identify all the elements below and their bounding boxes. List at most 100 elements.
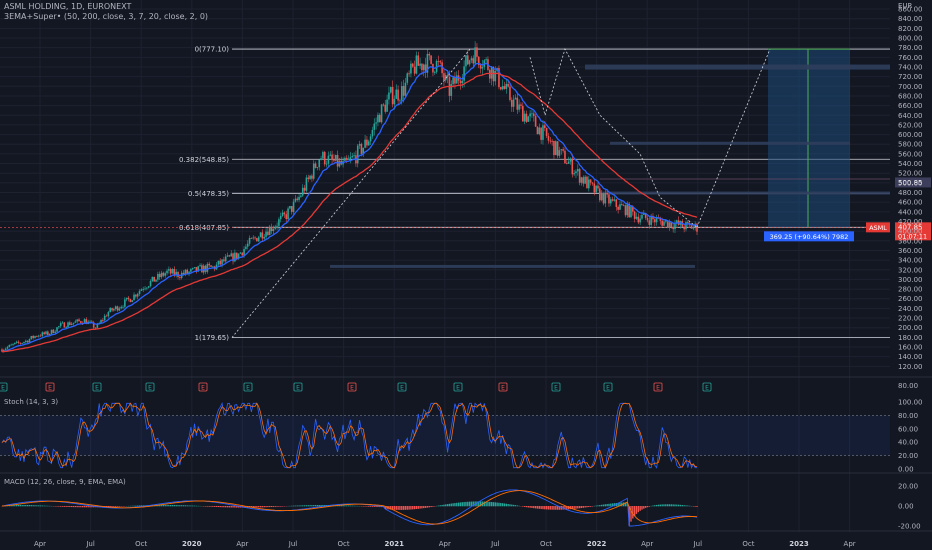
projection-badge-text: 369.25 (+90.64%) 7982 (770, 233, 849, 241)
candle-body (479, 65, 482, 69)
x-tick-label: 2020 (182, 540, 202, 548)
macd-histogram-bar (527, 506, 529, 508)
candle-body (191, 268, 194, 270)
macd-histogram-bar (679, 504, 682, 507)
macd-histogram-bar (628, 506, 630, 526)
y-tick-label: 460.00 (898, 199, 923, 207)
macd-histogram-bar (47, 505, 49, 507)
macd-histogram-bar (307, 505, 309, 507)
event-marker (347, 382, 357, 392)
candle-body (589, 179, 592, 183)
fib-label: 0(777.10) (195, 46, 230, 54)
macd-histogram-bar (168, 504, 170, 507)
candle-body (520, 104, 522, 106)
candle-body (147, 286, 150, 288)
last-price-text: 407.85 (898, 223, 923, 231)
candle-body (118, 308, 121, 311)
macd-histogram-bar (17, 504, 20, 507)
candle-body (175, 271, 178, 276)
candle-body (566, 163, 568, 165)
candle-body (162, 272, 165, 276)
macd-histogram-bar (373, 506, 375, 507)
candle-body (474, 47, 476, 64)
candle-body (322, 152, 324, 159)
candle-body (320, 158, 322, 160)
macd-histogram-bar (164, 504, 166, 507)
candle-body (338, 160, 341, 167)
macd-histogram-bar (256, 506, 258, 508)
candle-body (652, 215, 654, 220)
macd-histogram-bar (338, 505, 341, 507)
candle-body (21, 343, 23, 344)
macd-histogram-bar (228, 506, 231, 508)
macd-histogram-bar (120, 506, 122, 507)
candle-body (296, 198, 299, 200)
macd-histogram-bar (39, 505, 42, 507)
macd-histogram-bar (553, 506, 555, 510)
macd-histogram-bar (586, 506, 588, 508)
stoch-pane: Stoch (14, 3, 3) E E E E E E E E E E E E E E E (0, 382, 890, 469)
macd-histogram-bar (668, 504, 671, 507)
y-tick-label: 140.00 (898, 353, 923, 361)
target-projection (696, 48, 771, 228)
x-tick-label: Jul (85, 540, 95, 548)
candle-body (558, 150, 561, 156)
macd-histogram-bar (237, 506, 240, 508)
candle-body (47, 331, 49, 335)
event-marker (45, 382, 55, 392)
candle-body (373, 123, 376, 130)
macd-histogram-bar (516, 505, 518, 507)
macd-histogram-bar (344, 505, 346, 507)
candle-body (393, 98, 396, 105)
candle-body (600, 193, 603, 201)
candle-body (25, 340, 27, 343)
y-tick-label: 800.00 (898, 35, 923, 43)
candle-body (124, 299, 126, 307)
candle-body (15, 341, 18, 343)
candle-body (643, 212, 645, 215)
macd-histogram-bar (274, 506, 276, 507)
candle-body (615, 199, 618, 207)
event-marker-text: E (201, 385, 205, 392)
macd-histogram-bar (111, 506, 113, 507)
candle-body (611, 199, 614, 201)
macd-histogram-bar (531, 506, 533, 508)
macd-histogram-bar (87, 506, 89, 508)
candle-body (63, 322, 66, 328)
macd-histogram-bar (80, 506, 82, 508)
macd-histogram-bar (523, 506, 526, 507)
y-tick-label: 320.00 (898, 266, 923, 274)
macd-histogram-bar (76, 506, 78, 508)
macd-histogram-bar (43, 505, 45, 507)
event-marker-text: E (456, 385, 460, 392)
candle-body (59, 323, 62, 327)
macd-histogram-bar (195, 505, 198, 507)
candle-body (254, 237, 256, 239)
candle-body (417, 55, 420, 66)
candle-body (107, 312, 110, 317)
macd-histogram-bar (234, 506, 236, 508)
x-tick-label: Jul (693, 540, 703, 548)
macd-histogram-bar (322, 504, 324, 507)
macd-histogram-bar (426, 506, 429, 508)
macd-histogram-bar (419, 506, 421, 509)
macd-histogram-bar (595, 505, 597, 507)
candle-body (628, 203, 630, 218)
macd-histogram-bar (316, 505, 319, 507)
candle-body (142, 289, 145, 290)
macd-histogram-bar (441, 504, 443, 507)
y-tick-label: 540.00 (898, 160, 923, 168)
candle-body (619, 204, 621, 210)
macd-histogram-bar (654, 505, 656, 507)
candle-body (129, 299, 132, 303)
candle-body (665, 220, 667, 222)
candle-body (58, 326, 60, 328)
x-tick-label: Oct (540, 540, 552, 548)
candle-body (375, 122, 377, 124)
macd-histogram-bar (173, 505, 176, 507)
event-marker-text: E (501, 385, 505, 392)
macd-histogram-bar (206, 506, 209, 507)
chart-title: ASML HOLDING, 1D, EURONEXT (4, 2, 132, 11)
candle-body (481, 66, 484, 69)
